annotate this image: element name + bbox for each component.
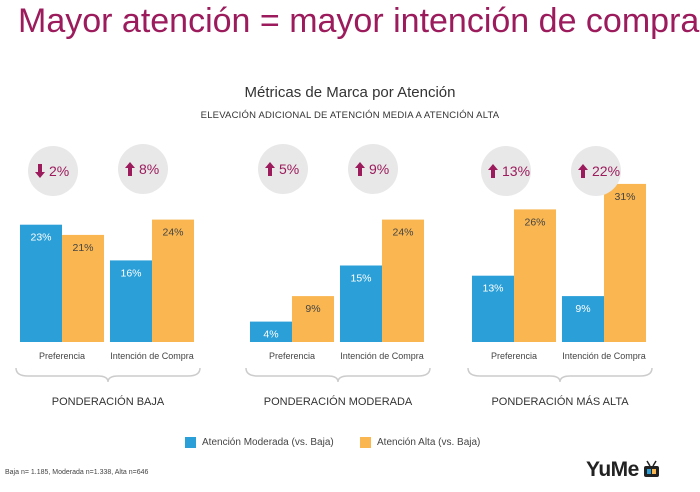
group-label: PONDERACIÓN MÁS ALTA: [491, 395, 629, 408]
data-label-alta: 31%: [614, 191, 635, 203]
lift-value: 2%: [49, 163, 69, 179]
arrow-up-icon: [265, 162, 275, 176]
lift-value: 9%: [369, 161, 389, 177]
headline: Mayor atención = mayor intención de comp…: [18, 2, 700, 40]
arrow-down-icon: [35, 164, 45, 178]
bar-moderada: [472, 275, 514, 342]
bar-alta: [382, 219, 424, 342]
data-label-moderada: 4%: [263, 329, 278, 341]
lift-value: 13%: [502, 163, 530, 179]
bar-alta: [604, 183, 646, 342]
bar-moderada: [110, 260, 152, 342]
lift-value: 8%: [139, 161, 159, 177]
group-brace: [467, 367, 653, 383]
legend-item-alta: Atención Alta (vs. Baja): [360, 437, 480, 448]
chart-title: Métricas de Marca por Atención: [244, 84, 456, 101]
data-label-moderada: 16%: [120, 267, 141, 279]
arrow-up-icon: [578, 164, 588, 178]
bar-alta: [514, 209, 556, 342]
lift-circle: [28, 146, 78, 196]
lift-circle: [481, 146, 531, 196]
yume-logo: YuMe: [586, 458, 662, 482]
tv-icon: [643, 460, 659, 477]
lift-circle: [348, 144, 398, 194]
data-label-moderada: 15%: [350, 273, 371, 285]
arrow-up-icon: [125, 162, 135, 176]
legend-item-moderada: Atención Moderada (vs. Baja): [185, 437, 334, 448]
data-label-moderada: 13%: [482, 283, 503, 295]
category-label: Intención de Compra: [340, 351, 424, 361]
brand-metrics-chart: 23% 21% Preferencia 2% 16% 24% Intención de Co…: [15, 144, 653, 408]
legend-swatch-alta: [360, 437, 371, 448]
sample-size-footnote: Baja n= 1.185, Moderada n=1.338, Alta n=…: [5, 469, 149, 476]
lift-circle: [571, 146, 621, 196]
category-label: Preferencia: [491, 351, 537, 361]
bar-moderada: [20, 224, 62, 342]
data-label-moderada: 9%: [575, 303, 590, 315]
data-label-alta: 26%: [524, 216, 545, 228]
arrow-up-icon: [355, 162, 365, 176]
chart-subtitle: ELEVACIÓN ADICIONAL DE ATENCIÓN MEDIA A …: [200, 110, 500, 121]
legend-label-alta: Atención Alta (vs. Baja): [377, 437, 481, 448]
group-label: PONDERACIÓN MODERADA: [264, 395, 413, 408]
category-label: Preferencia: [269, 351, 315, 361]
lift-value: 5%: [279, 161, 299, 177]
bar-moderada: [340, 265, 382, 342]
bar-alta: [152, 219, 194, 342]
legend-label-moderada: Atención Moderada (vs. Baja): [202, 437, 334, 448]
data-label-alta: 9%: [305, 303, 320, 315]
logo-text: YuMe: [586, 458, 639, 481]
lift-circle: [118, 144, 168, 194]
bar-alta: [292, 296, 334, 342]
lift-value: 22%: [592, 163, 620, 179]
bar-alta: [62, 234, 104, 342]
bar-moderada: [562, 296, 604, 342]
data-label-moderada: 23%: [30, 232, 51, 244]
data-label-alta: 24%: [162, 227, 183, 239]
lift-circle: [258, 144, 308, 194]
category-label: Intención de Compra: [110, 351, 194, 361]
category-label: Intención de Compra: [562, 351, 646, 361]
group-brace: [15, 367, 201, 383]
bar-moderada: [250, 321, 292, 342]
data-label-alta: 24%: [392, 227, 413, 239]
group-label: PONDERACIÓN BAJA: [52, 395, 165, 408]
group-brace: [245, 367, 431, 383]
data-label-alta: 21%: [72, 242, 93, 254]
arrow-up-icon: [488, 164, 498, 178]
legend-swatch-moderada: [185, 437, 196, 448]
category-label: Preferencia: [39, 351, 85, 361]
